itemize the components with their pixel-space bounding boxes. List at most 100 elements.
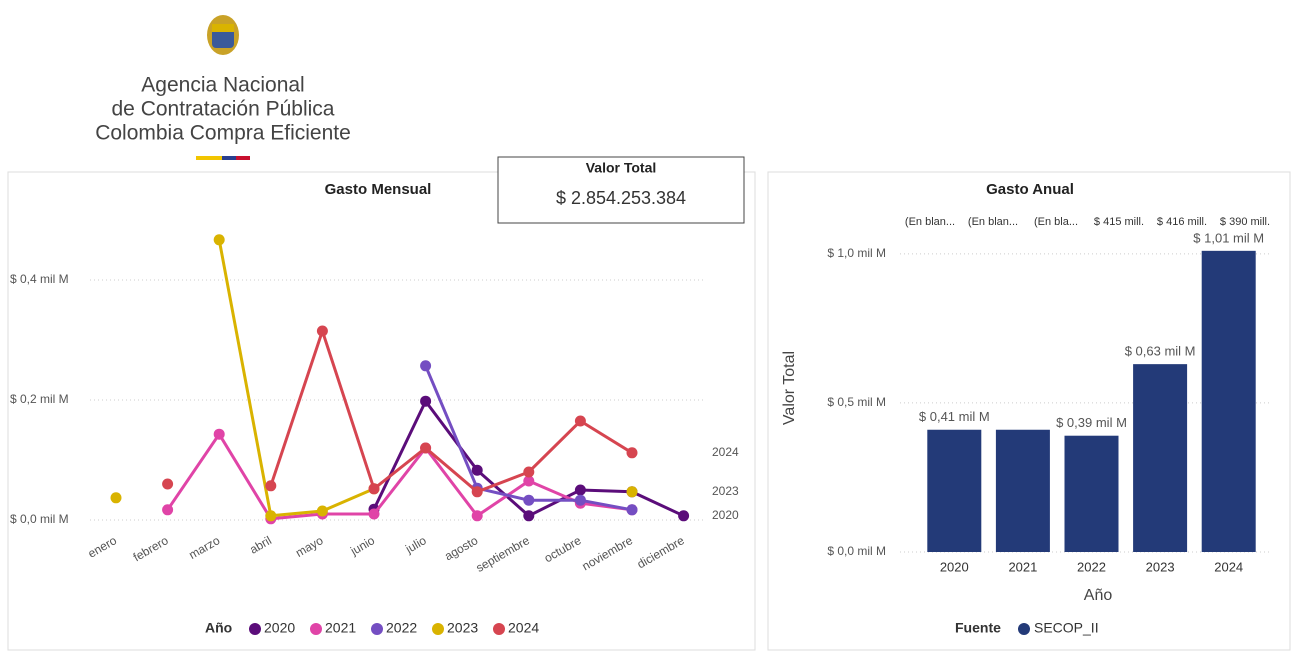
legend-label: 2023 [447,620,478,636]
x-axis-title: Año [1084,587,1113,604]
bar [1133,364,1188,552]
bar [927,429,982,552]
point [574,484,586,496]
point [523,466,535,478]
y-tick-label: $ 1,0 mil M [827,246,886,260]
annotation: $ 415 mill. [1094,216,1144,228]
point [574,415,586,427]
point [626,504,638,516]
annotation: (En bla... [1034,216,1078,228]
value-label: $ 0,63 mil M [1125,344,1196,359]
x-tick-label: 2024 [1214,559,1243,574]
x-tick-label: agosto [442,533,480,563]
x-tick-label: abril [247,533,274,556]
bar [995,429,1050,552]
x-tick-label: 2021 [1008,559,1037,574]
bar [1064,435,1119,552]
point [213,234,225,246]
point [420,442,432,454]
point [110,492,122,504]
annotation: $ 390 mill. [1220,216,1270,228]
legend-label: 2022 [386,620,417,636]
legend-swatch [1018,623,1030,635]
x-tick-label: enero [85,533,119,561]
y-tick-label: $ 0,0 mil M [10,512,69,526]
point [626,486,638,498]
x-tick-label: 2023 [1146,559,1175,574]
legend-swatch [493,623,505,635]
point [574,494,586,506]
y-tick-label: $ 0,5 mil M [827,395,886,409]
legend-swatch [371,623,383,635]
y-tick-label: $ 0,2 mil M [10,392,69,406]
legend-label: SECOP_II [1034,620,1099,636]
point [626,447,638,459]
point [420,395,432,407]
point [316,505,328,517]
x-tick-label: diciembre [635,533,687,571]
panel [767,171,1291,651]
series-line [166,431,633,521]
point [678,510,690,522]
point [471,486,483,498]
point [523,475,535,487]
annotation: (En blan... [968,216,1018,228]
header-line: Agencia Nacional [141,74,304,97]
x-tick-label: febrero [131,533,171,564]
y-tick-label: $ 0,4 mil M [10,272,69,286]
point [523,510,535,522]
point [162,504,174,516]
y-axis-title: Valor Total [781,351,798,425]
x-tick-label: noviembre [580,533,636,573]
point [368,483,380,495]
x-tick-label: octubre [542,533,584,565]
point [471,464,483,476]
header-line: Colombia Compra Eficiente [95,122,351,145]
legend-swatch [249,623,261,635]
x-tick-label: julio [402,533,429,556]
point [213,428,225,440]
series-end-label: 2020 [712,508,739,522]
value-label: $ 1,01 mil M [1193,230,1264,245]
series-end-label: 2023 [712,484,739,498]
panel [7,171,756,651]
point [316,325,328,337]
annotation: $ 416 mill. [1157,216,1207,228]
x-tick-label: marzo [186,533,222,562]
point [368,508,380,520]
card [497,156,745,224]
header-line: de Contratación Pública [112,98,335,121]
point [265,480,277,492]
value-label: $ 0,41 mil M [919,409,990,424]
point [265,510,277,522]
point [420,360,432,372]
legend-label: 2020 [264,620,295,636]
point [523,494,535,506]
legend-title: Año [205,620,232,636]
logo [196,15,250,160]
x-tick-label: septiembre [473,533,532,575]
series-end-label: 2024 [712,445,739,459]
series-line [217,239,375,518]
legend-swatch [432,623,444,635]
legend-title: Fuente [955,620,1001,636]
chart-title: Gasto Anual [986,181,1074,198]
legend-label: 2024 [508,620,539,636]
card-value: $ 2.854.253.384 [556,188,686,208]
legend-swatch [310,623,322,635]
value-label: $ 0,39 mil M [1056,415,1127,430]
x-tick-label: junio [347,533,377,558]
card-title: Valor Total [586,160,657,176]
chart-title: Gasto Mensual [325,181,432,198]
x-tick-label: mayo [293,533,326,560]
y-tick-label: $ 0,0 mil M [827,544,886,558]
bar [1201,250,1256,552]
point [471,510,483,522]
x-tick-label: 2020 [940,559,969,574]
annotation: (En blan... [905,216,955,228]
series-line [269,326,633,494]
point [162,478,174,490]
legend-label: 2021 [325,620,356,636]
x-tick-label: 2022 [1077,559,1106,574]
